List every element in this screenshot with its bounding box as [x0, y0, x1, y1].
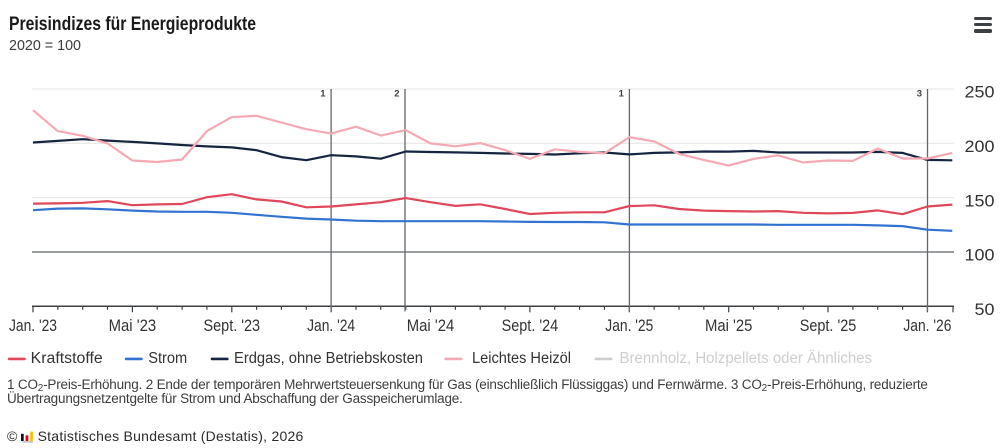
- svg-text:1: 1: [320, 89, 326, 100]
- svg-text:Mai '25: Mai '25: [705, 317, 753, 335]
- svg-text:Brennholz, Holzpellets oder Äh: Brennholz, Holzpellets oder Ähnliches: [620, 350, 873, 367]
- svg-text:Jan. '23: Jan. '23: [9, 317, 57, 335]
- svg-text:Sept. '25: Sept. '25: [800, 317, 857, 335]
- svg-text:Mai '23: Mai '23: [109, 317, 157, 335]
- svg-text:Leichtes Heizöl: Leichtes Heizöl: [472, 350, 571, 367]
- svg-text:Strom: Strom: [148, 350, 187, 367]
- svg-text:150: 150: [965, 192, 995, 210]
- svg-text:Kraftstoffe: Kraftstoffe: [31, 350, 103, 367]
- svg-text:Mai '24: Mai '24: [407, 317, 455, 335]
- svg-text:Erdgas, ohne Betriebskosten: Erdgas, ohne Betriebskosten: [234, 350, 423, 367]
- svg-text:1: 1: [619, 89, 625, 100]
- svg-text:100: 100: [965, 247, 995, 265]
- svg-text:2020 = 100: 2020 = 100: [9, 37, 81, 54]
- svg-text:Jan. '26: Jan. '26: [903, 317, 951, 335]
- svg-text:Sept. '23: Sept. '23: [204, 317, 261, 335]
- svg-text:Jan. '24: Jan. '24: [307, 317, 355, 335]
- svg-text:250: 250: [965, 84, 995, 102]
- svg-text:Sept. '24: Sept. '24: [502, 317, 559, 335]
- svg-text:200: 200: [965, 138, 995, 156]
- svg-text:2: 2: [394, 89, 399, 100]
- svg-text:50: 50: [975, 301, 995, 319]
- svg-text:Jan. '25: Jan. '25: [605, 317, 653, 335]
- svg-text:Preisindizes für Energieproduk: Preisindizes für Energieprodukte: [9, 13, 256, 35]
- svg-text:3: 3: [917, 89, 922, 100]
